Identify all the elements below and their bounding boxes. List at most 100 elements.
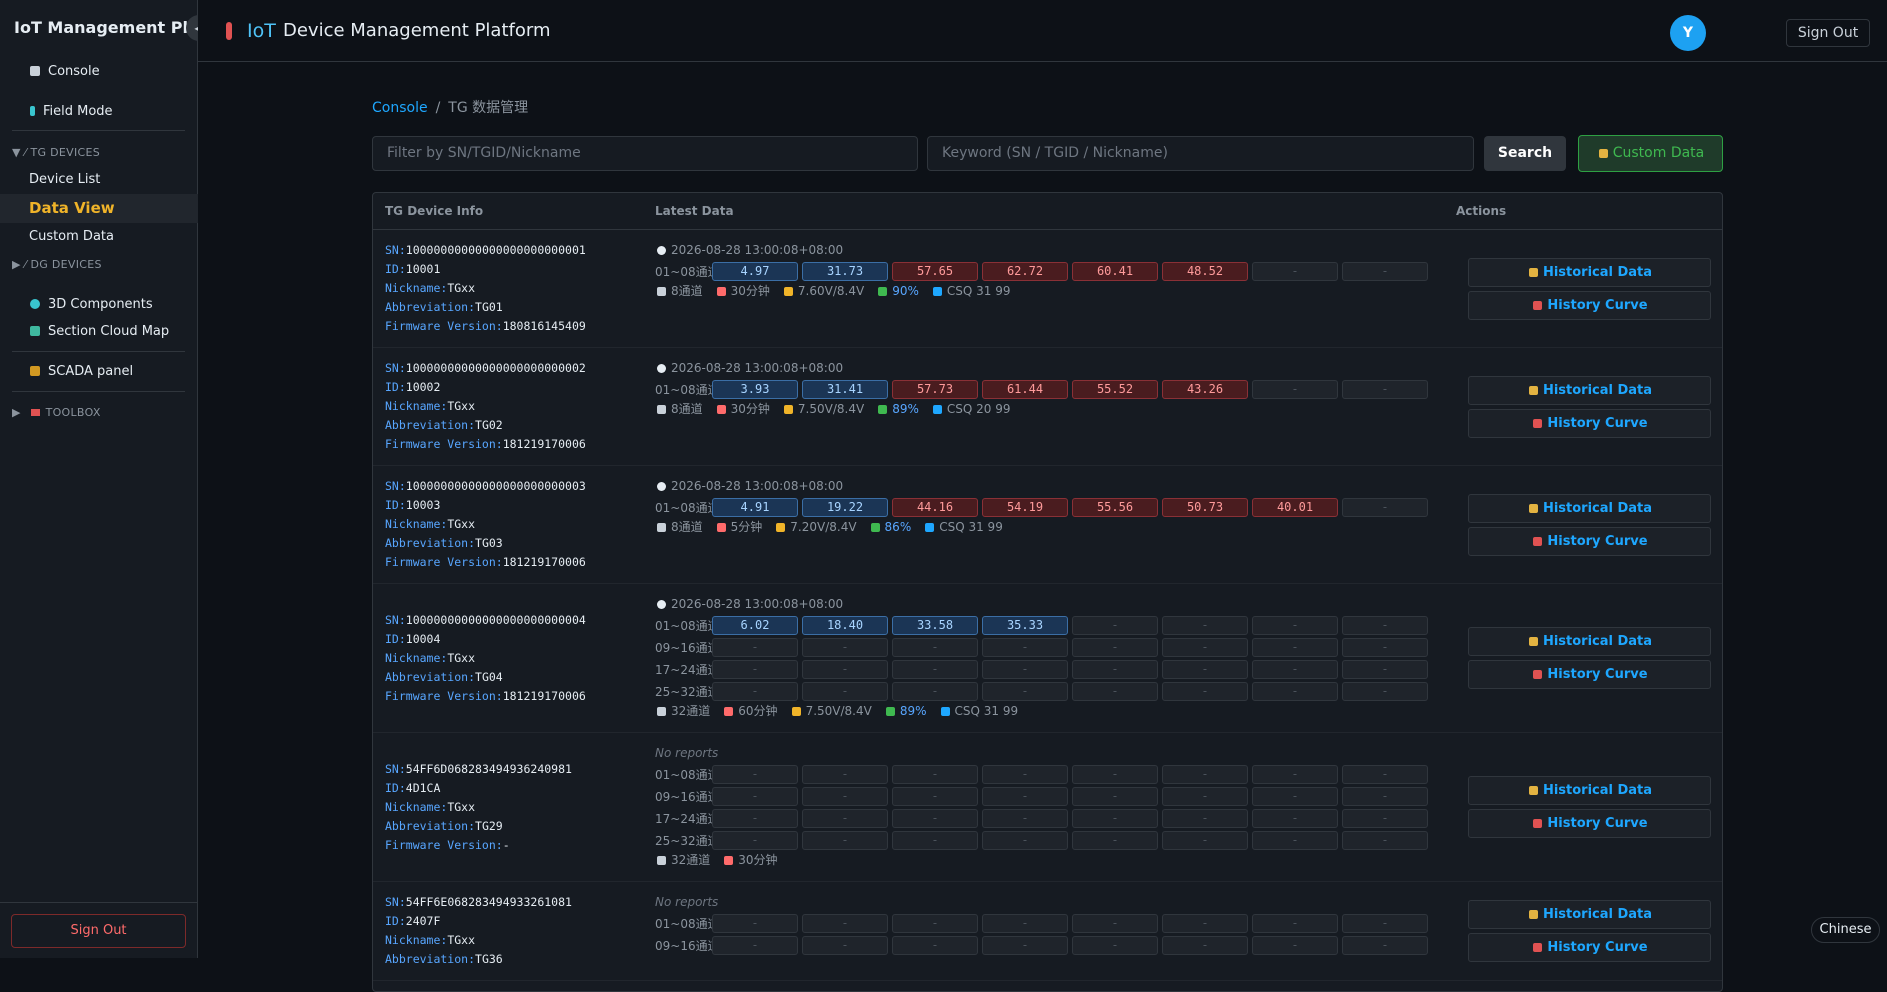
info-line: Abbreviation:TG03 [385, 534, 655, 553]
channel-value: - [712, 786, 798, 806]
channel-row: 17~24通道-------- [655, 807, 1456, 829]
device-info: SN:10000000000000000000000004 ID:10004 Nic… [373, 595, 655, 721]
action-button[interactable]: History Curve [1468, 526, 1711, 556]
action-button[interactable]: Historical Data [1468, 627, 1711, 656]
channel-value: 4.91 [712, 497, 798, 517]
channel-value: - [1072, 615, 1158, 635]
keyword-input[interactable]: Keyword (SN / TGID / Nickname) [927, 136, 1474, 171]
info-label: SN: [385, 761, 406, 776]
button-label: History Curve [1547, 297, 1648, 313]
clock-icon [657, 600, 666, 609]
breadcrumb-current: TG 数据管理 [448, 100, 529, 116]
channel-value: - [1342, 659, 1428, 679]
status: No reports [655, 746, 719, 760]
info-value: 181219170006 [502, 688, 586, 703]
sidebar-sign-out[interactable]: Sign Out [11, 914, 186, 948]
action-button[interactable]: History Curve [1468, 660, 1711, 689]
status: No reports [655, 895, 719, 909]
icon [716, 287, 726, 296]
footer-item: CSQ 31 99 [939, 704, 1018, 718]
menu-item[interactable]: Field Mode [0, 104, 198, 119]
icon [30, 106, 35, 116]
device-footer: 8通道 30分钟 7.50V/8.4V 89% CSQ 20 99 [655, 400, 1456, 419]
footer-item: 5分钟 [715, 520, 763, 534]
search-button[interactable]: Search [1484, 136, 1566, 171]
action-button[interactable]: Historical Data [1468, 776, 1711, 805]
footer-item: 30分钟 [715, 402, 770, 416]
language-switch[interactable]: Chinese [1811, 917, 1880, 943]
latest-data: 2026-08-28 13:00:08+08:00 01~08通道4.9119.2… [655, 477, 1456, 572]
action-button[interactable]: Historical Data [1468, 900, 1711, 929]
channel-value: - [982, 786, 1068, 806]
menu-group[interactable]: ▼ ⁄ TG DEVICES [12, 146, 101, 159]
info-line: Nickname:TGxx [385, 279, 655, 298]
custom-data-button[interactable]: Custom Data [1578, 135, 1723, 172]
menu-item[interactable]: 3D Components [0, 297, 198, 312]
menu-group[interactable]: ▶ ⁄ DG DEVICES [12, 258, 102, 271]
action-button[interactable]: History Curve [1468, 408, 1711, 438]
footer-text: 60分钟 [738, 704, 778, 718]
action-button[interactable]: Historical Data [1468, 375, 1711, 405]
icon [657, 405, 666, 414]
footer-text: 5分钟 [730, 520, 763, 534]
icon [783, 287, 793, 296]
channel-value: - [982, 681, 1068, 701]
channel-value: 3.93 [712, 379, 798, 399]
action-button[interactable]: Historical Data [1468, 257, 1711, 287]
info-label: SN: [385, 612, 406, 627]
channel-row: 17~24通道-------- [655, 658, 1456, 680]
channel-value: - [1162, 786, 1248, 806]
menu-item[interactable]: Console [0, 64, 198, 79]
info-label: ID: [385, 914, 406, 928]
icon [1533, 943, 1543, 952]
menu-item-active[interactable]: Data View [0, 194, 198, 223]
info-value: 10000000000000000000000003 [405, 479, 586, 493]
action-button[interactable]: Historical Data [1468, 493, 1711, 523]
channel-value: - [712, 681, 798, 701]
device-row: SN:54FF6E068283494933261081 ID:2407F Nickn… [373, 882, 1722, 981]
menu-item[interactable]: Section Cloud Map [0, 324, 198, 339]
menu-item[interactable]: Device List [0, 172, 198, 187]
menu-group[interactable]: ▶ TOOLBOX [12, 406, 101, 419]
info-value: 180816145409 [502, 319, 586, 333]
channel-row: 01~08通道-------- [655, 912, 1456, 934]
device-footer: 8通道 30分钟 7.60V/8.4V 90% CSQ 31 99 [655, 282, 1456, 301]
info-label: Abbreviation: [385, 536, 476, 550]
channel-value: - [802, 786, 888, 806]
channel-value: - [1252, 913, 1338, 933]
icon [657, 707, 666, 716]
info-value: - [502, 837, 510, 852]
channel-value: - [1072, 935, 1158, 955]
channel-label: 17~24通道 [655, 662, 712, 677]
channel-value: - [712, 659, 798, 679]
menu-item[interactable]: SCADA panel [0, 364, 198, 379]
table-body: SN:10000000000000000000000001 ID:10001 Nic… [373, 230, 1722, 981]
icon [932, 287, 942, 296]
icon [657, 856, 666, 865]
channel-value: 19.22 [802, 497, 888, 517]
action-button[interactable]: History Curve [1468, 290, 1711, 320]
sidebar-title: IoT Management Plat [14, 18, 190, 37]
button-label: Custom Data [1612, 145, 1705, 161]
avatar[interactable]: Y [1670, 15, 1706, 51]
header-cell: Actions [1456, 204, 1507, 218]
breadcrumb-link[interactable]: Console [372, 100, 428, 116]
footer-text: 89% [899, 704, 927, 718]
footer-text: 32通道 [671, 853, 711, 867]
header-sign-out[interactable]: Sign Out [1786, 19, 1870, 47]
footer-item: 7.60V/8.4V [782, 284, 864, 298]
info-value: TGxx [447, 650, 476, 665]
action-button[interactable]: History Curve [1468, 809, 1711, 838]
timestamp: 2026-08-28 13:00:08+08:00 [655, 359, 1456, 378]
filter-input[interactable]: Filter by SN/TGID/Nickname [372, 136, 918, 171]
footer-text: 86% [884, 520, 912, 534]
menu-item[interactable]: Custom Data [0, 229, 198, 244]
menu-label: Device List [29, 172, 101, 187]
icon [1533, 819, 1543, 828]
footer-text: CSQ 31 99 [946, 284, 1011, 298]
clock-icon [657, 246, 666, 255]
info-line: Abbreviation:TG04 [385, 668, 655, 687]
action-button[interactable]: History Curve [1468, 933, 1711, 962]
